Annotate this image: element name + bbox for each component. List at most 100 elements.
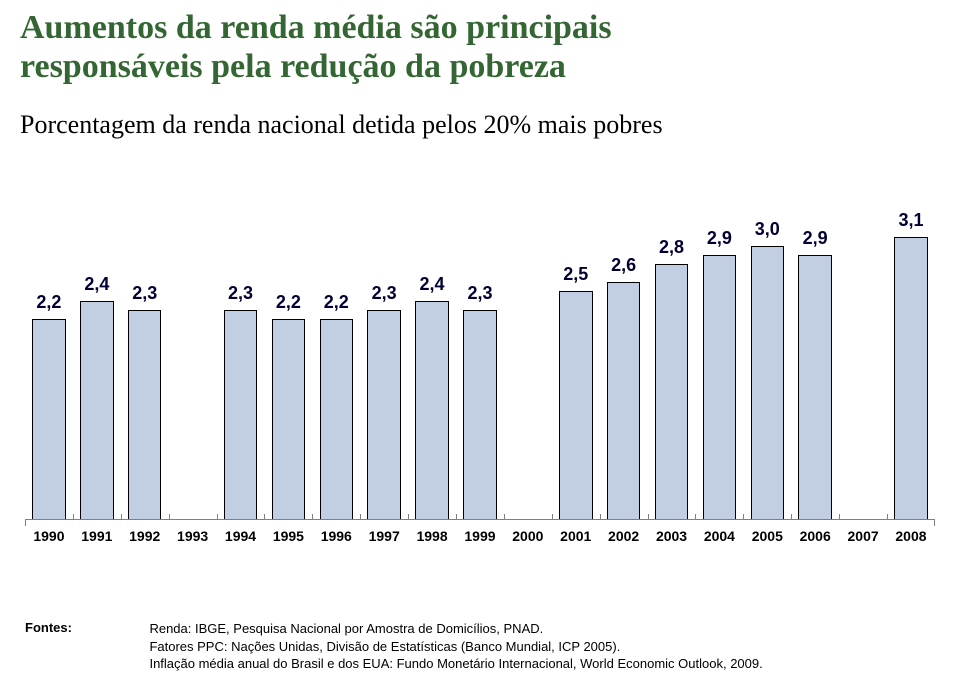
bar-slot: 2,3: [121, 310, 169, 520]
bar-value-label: 2,3: [467, 283, 492, 304]
bar: [703, 255, 737, 520]
source-line-3: Inflação média anual do Brasil e dos EUA…: [149, 655, 762, 673]
bar: [894, 237, 928, 520]
bar: [415, 301, 449, 520]
axis-tick: [169, 514, 170, 520]
category-label: 2001: [552, 528, 600, 550]
axis-tick: [73, 514, 74, 520]
axis-tick: [217, 514, 218, 520]
bar-slot: 2,2: [312, 319, 360, 520]
category-label: 2003: [648, 528, 696, 550]
category-label: 2006: [791, 528, 839, 550]
bar-value-label: 3,1: [898, 210, 923, 231]
bar: [751, 246, 785, 520]
axis-tick: [121, 514, 122, 520]
category-label: 1991: [73, 528, 121, 550]
axis-tick: [552, 514, 553, 520]
bar-slot: 2,4: [73, 301, 121, 520]
bar-value-label: 2,8: [659, 237, 684, 258]
axis-tick: [695, 514, 696, 520]
bar: [607, 282, 641, 520]
bar: [320, 319, 354, 520]
bar: [798, 255, 832, 520]
bar-value-label: 3,0: [755, 219, 780, 240]
category-label: 2007: [839, 528, 887, 550]
bar-value-label: 2,4: [84, 274, 109, 295]
axis-tick: [408, 514, 409, 520]
axis-tick: [456, 514, 457, 520]
bar-value-label: 2,2: [276, 292, 301, 313]
bar-slot: 2,6: [600, 282, 648, 520]
category-label: 2005: [743, 528, 791, 550]
bar-value-label: 2,4: [420, 274, 445, 295]
bar-value-label: 2,3: [228, 283, 253, 304]
subtitle: Porcentagem da renda nacional detida pel…: [20, 110, 940, 140]
bar-chart: 2,22,42,32,32,22,22,32,42,32,52,62,82,93…: [25, 200, 935, 550]
bar-slot: 2,3: [360, 310, 408, 520]
bar-value-label: 2,5: [563, 264, 588, 285]
bar-slot: 2,2: [264, 319, 312, 520]
axis-tick: [264, 514, 265, 520]
bar-slot: 2,3: [456, 310, 504, 520]
bar: [367, 310, 401, 520]
bar-slot: 2,9: [791, 255, 839, 520]
bar-value-label: 2,2: [324, 292, 349, 313]
axis-tick: [504, 514, 505, 520]
bar-value-label: 2,6: [611, 255, 636, 276]
bar-value-label: 2,3: [132, 283, 157, 304]
bar: [128, 310, 162, 520]
page-title: Aumentos da renda média são principais r…: [20, 8, 940, 86]
axis-tick: [312, 514, 313, 520]
axis-tick: [25, 520, 26, 526]
category-labels: 1990199119921993199419951996199719981999…: [25, 528, 935, 550]
category-label: 1998: [408, 528, 456, 550]
bar: [224, 310, 258, 520]
bar-slot: 2,9: [695, 255, 743, 520]
axis-tick: [743, 514, 744, 520]
axis-tick: [648, 514, 649, 520]
bar: [559, 291, 593, 520]
axis-tick: [839, 514, 840, 520]
category-label: 1999: [456, 528, 504, 550]
category-label: 1997: [360, 528, 408, 550]
bar-slot: 2,8: [648, 264, 696, 520]
category-label: 2002: [600, 528, 648, 550]
source-line-2: Fatores PPC: Nações Unidas, Divisão de E…: [149, 638, 762, 656]
category-label: 1996: [312, 528, 360, 550]
sources-lines: Renda: IBGE, Pesquisa Nacional por Amost…: [149, 620, 762, 673]
category-label: 2004: [695, 528, 743, 550]
title-line-2: responsáveis pela redução da pobreza: [20, 47, 940, 86]
category-label: 1992: [121, 528, 169, 550]
category-label: 1995: [264, 528, 312, 550]
bar-slot: 2,2: [25, 319, 73, 520]
bar: [655, 264, 689, 520]
axis-tick: [887, 514, 888, 520]
category-label: 1994: [217, 528, 265, 550]
bar: [463, 310, 497, 520]
bar: [80, 301, 114, 520]
bar-value-label: 2,2: [36, 292, 61, 313]
bar-slot: 2,5: [552, 291, 600, 520]
category-label: 2000: [504, 528, 552, 550]
bar-slot: 2,3: [217, 310, 265, 520]
axis-tick: [360, 514, 361, 520]
bar-slot: 3,1: [887, 237, 935, 520]
sources-block: Fontes: Renda: IBGE, Pesquisa Nacional p…: [25, 620, 940, 673]
title-line-1: Aumentos da renda média são principais: [20, 8, 940, 47]
axis-tick: [791, 514, 792, 520]
bar: [272, 319, 306, 520]
bars-row: 2,22,42,32,32,22,22,32,42,32,52,62,82,93…: [25, 200, 935, 520]
sources-label: Fontes:: [25, 620, 145, 635]
source-line-1: Renda: IBGE, Pesquisa Nacional por Amost…: [149, 620, 762, 638]
category-label: 1993: [169, 528, 217, 550]
bar-value-label: 2,9: [707, 228, 732, 249]
bar: [32, 319, 66, 520]
category-label: 2008: [887, 528, 935, 550]
axis-tick: [934, 520, 935, 526]
bar-slot: 3,0: [743, 246, 791, 520]
bar-value-label: 2,9: [803, 228, 828, 249]
bar-value-label: 2,3: [372, 283, 397, 304]
category-label: 1990: [25, 528, 73, 550]
axis-tick: [600, 514, 601, 520]
bar-slot: 2,4: [408, 301, 456, 520]
